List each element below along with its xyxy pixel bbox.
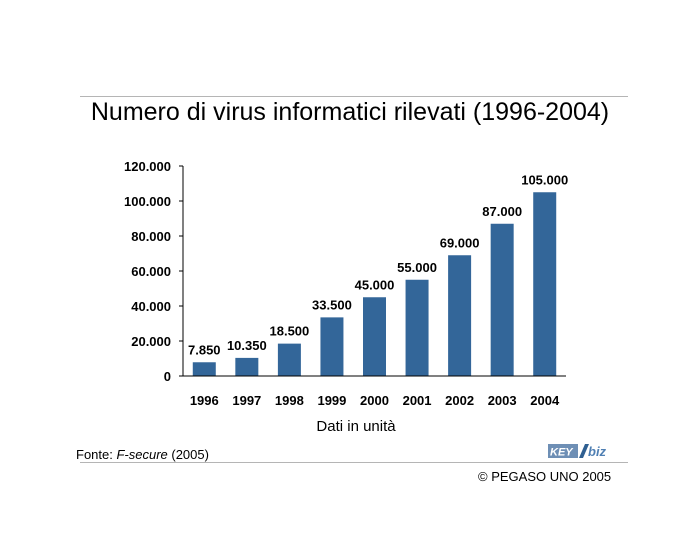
chart-title: Numero di virus informatici rilevati (19… bbox=[90, 98, 610, 126]
top-divider bbox=[80, 96, 628, 97]
y-tick-label: 20.000 bbox=[131, 334, 171, 349]
y-tick-label: 60.000 bbox=[131, 264, 171, 279]
bottom-divider bbox=[80, 462, 628, 463]
data-label: 10.350 bbox=[227, 338, 267, 353]
source-note: Fonte: F-secure (2005) bbox=[76, 447, 209, 462]
y-tick-label: 100.000 bbox=[124, 194, 171, 209]
bar bbox=[192, 362, 216, 376]
data-label: 18.500 bbox=[270, 324, 310, 339]
data-label: 105.000 bbox=[521, 172, 568, 187]
bar bbox=[490, 223, 514, 376]
x-tick-label: 2003 bbox=[488, 393, 517, 408]
y-tick-label: 40.000 bbox=[131, 299, 171, 314]
y-tick-label: 120.000 bbox=[124, 159, 171, 174]
data-label: 55.000 bbox=[397, 260, 437, 275]
bar bbox=[405, 279, 429, 376]
bar bbox=[533, 192, 557, 376]
data-label: 87.000 bbox=[482, 204, 522, 219]
x-tick-label: 2002 bbox=[445, 393, 474, 408]
bar bbox=[235, 357, 259, 376]
x-tick-label: 1999 bbox=[317, 393, 346, 408]
x-axis-label: Dati in unità bbox=[316, 418, 396, 435]
svg-text:KEY: KEY bbox=[550, 447, 574, 459]
source-name: F-secure bbox=[116, 447, 168, 462]
bar bbox=[363, 297, 386, 376]
x-tick-label: 2000 bbox=[360, 393, 389, 408]
source-suffix: (2005) bbox=[167, 447, 209, 462]
bar bbox=[277, 343, 301, 376]
data-label: 33.500 bbox=[312, 297, 352, 312]
y-tick-label: 80.000 bbox=[131, 229, 171, 244]
x-tick-label: 2001 bbox=[403, 393, 432, 408]
x-tick-label: 1996 bbox=[190, 393, 219, 408]
bar bbox=[320, 317, 344, 376]
x-tick-label: 2004 bbox=[530, 393, 560, 408]
y-tick-label: 0 bbox=[164, 369, 171, 384]
bar bbox=[448, 255, 472, 376]
data-label: 69.000 bbox=[440, 235, 480, 250]
key4biz-logo: KEY biz bbox=[548, 441, 620, 461]
x-tick-label: 1997 bbox=[232, 393, 261, 408]
svg-text:biz: biz bbox=[588, 444, 607, 459]
source-prefix: Fonte: bbox=[76, 447, 117, 462]
x-tick-label: 1998 bbox=[275, 393, 304, 408]
copyright-note: © PEGASO UNO 2005 bbox=[478, 469, 612, 484]
data-label: 45.000 bbox=[355, 277, 395, 292]
data-label: 7.850 bbox=[188, 342, 221, 357]
